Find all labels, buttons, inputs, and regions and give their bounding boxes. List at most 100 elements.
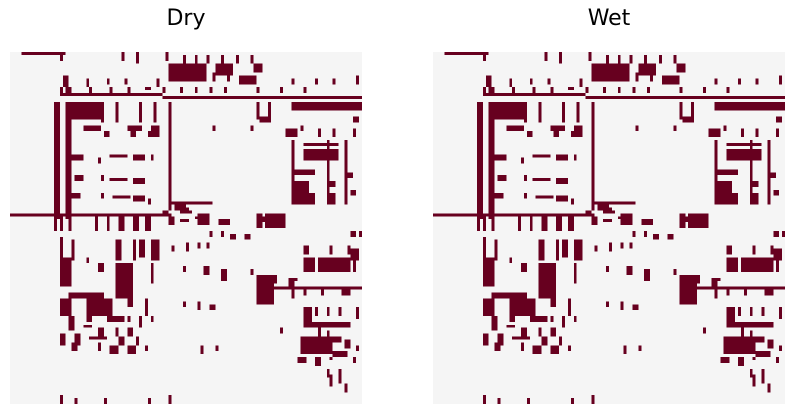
heatmap-cell <box>767 172 777 179</box>
heatmap-cell <box>338 307 342 316</box>
heatmap-cell <box>165 52 169 61</box>
heatmap-cell <box>521 263 527 272</box>
heatmap-cell <box>127 87 131 94</box>
heatmap-cell <box>776 257 780 272</box>
heatmap-cell <box>109 87 113 94</box>
heatmap-cell <box>344 339 351 349</box>
heatmap-cell <box>109 178 128 182</box>
heatmap-cell <box>59 236 63 258</box>
heatmap-cell <box>620 242 624 249</box>
heatmap-cell <box>521 342 524 352</box>
heatmap-cell <box>738 307 741 316</box>
heatmap-cell <box>535 195 554 199</box>
heatmap-cell <box>121 52 125 61</box>
heatmap-cell <box>509 78 513 88</box>
heatmap-cell <box>714 192 739 205</box>
heatmap-cell <box>106 213 110 231</box>
heatmap-cell <box>509 257 513 264</box>
heatmap-cell <box>591 395 595 404</box>
heatmap-cell <box>291 192 316 205</box>
heatmap-cell <box>650 72 653 82</box>
heatmap-cell <box>256 87 260 94</box>
heatmap-cell <box>100 175 104 182</box>
heatmap-cell <box>103 398 107 404</box>
heatmap-cell <box>139 316 142 328</box>
heatmap-cell <box>353 128 357 138</box>
heatmap-cell <box>294 277 298 281</box>
heatmap-cell <box>550 298 557 308</box>
heatmap-cell <box>59 52 63 61</box>
heatmap-cell <box>767 257 774 272</box>
heatmap-cell <box>180 207 189 214</box>
heatmap-cell <box>626 266 633 275</box>
heatmap-cell <box>512 336 530 340</box>
heatmap-cell <box>54 213 57 231</box>
heatmap-cell <box>576 101 580 123</box>
heatmap-cell <box>315 357 321 366</box>
heatmap-cell <box>62 93 163 96</box>
heatmap-cell <box>773 230 780 237</box>
heatmap-cell <box>315 307 318 316</box>
heatmap-cell <box>332 351 348 358</box>
heatmap-cell <box>749 181 759 187</box>
heatmap-cell <box>726 245 733 255</box>
heatmap-cell <box>133 154 145 161</box>
heatmap-cell <box>726 321 774 328</box>
heatmap-cell <box>609 210 615 214</box>
heatmap-cell <box>118 336 125 346</box>
heatmap-cell <box>746 257 768 272</box>
heatmap-cell <box>350 248 360 261</box>
heatmap-cell <box>359 230 362 237</box>
heatmap-cell <box>532 154 551 158</box>
heatmap-cell <box>183 266 186 272</box>
heatmap-cell <box>86 316 93 322</box>
heatmap-cell <box>776 128 780 138</box>
heatmap-cell <box>632 304 639 311</box>
heatmap-cell <box>285 128 298 138</box>
heatmap-cell <box>171 245 175 252</box>
heatmap-cell <box>303 321 351 328</box>
heatmap-cell <box>738 78 741 85</box>
heatmap-cell <box>347 245 351 255</box>
heatmap-cell <box>303 307 313 322</box>
heatmap-cell <box>773 248 783 261</box>
heatmap-cell <box>723 125 727 132</box>
heatmap-cell <box>186 210 192 214</box>
heatmap-cell <box>638 63 656 76</box>
heatmap-cell <box>521 157 524 164</box>
heatmap-cell <box>567 345 571 352</box>
heatmap-cell <box>485 93 586 96</box>
heatmap-cell <box>782 230 785 237</box>
heatmap-cell <box>71 342 78 352</box>
heatmap-cell <box>609 242 612 252</box>
heatmap-cell <box>556 178 568 184</box>
heatmap-cell <box>714 289 718 299</box>
heatmap-cell <box>150 316 154 322</box>
heatmap-cell <box>127 316 131 322</box>
heatmap-cell <box>573 263 577 284</box>
heatmap-cell <box>644 269 651 281</box>
heatmap-cell <box>326 140 330 205</box>
heatmap-cell <box>482 52 486 61</box>
heatmap-cell <box>353 116 360 123</box>
heatmap-cell <box>726 148 762 161</box>
heatmap-cell <box>585 96 785 99</box>
heatmap-cell <box>200 345 204 355</box>
heatmap-cell <box>356 307 360 319</box>
heatmap-cell <box>98 157 101 164</box>
heatmap-cell <box>550 327 557 337</box>
heatmap-cell <box>770 245 774 255</box>
heatmap-cell <box>776 357 780 363</box>
heatmap-cell <box>538 239 545 261</box>
heatmap-cell <box>556 154 568 161</box>
heatmap-cell <box>162 96 362 99</box>
heatmap-cell <box>767 383 771 393</box>
heatmap-cell <box>629 54 633 64</box>
heatmap-cell <box>485 75 492 88</box>
heatmap-cell <box>303 289 307 296</box>
heatmap-cell <box>749 368 753 378</box>
heatmap-cell <box>127 345 137 355</box>
heatmap-cell <box>752 245 756 255</box>
heatmap-cell <box>743 289 747 296</box>
heatmap-cell <box>291 289 295 299</box>
